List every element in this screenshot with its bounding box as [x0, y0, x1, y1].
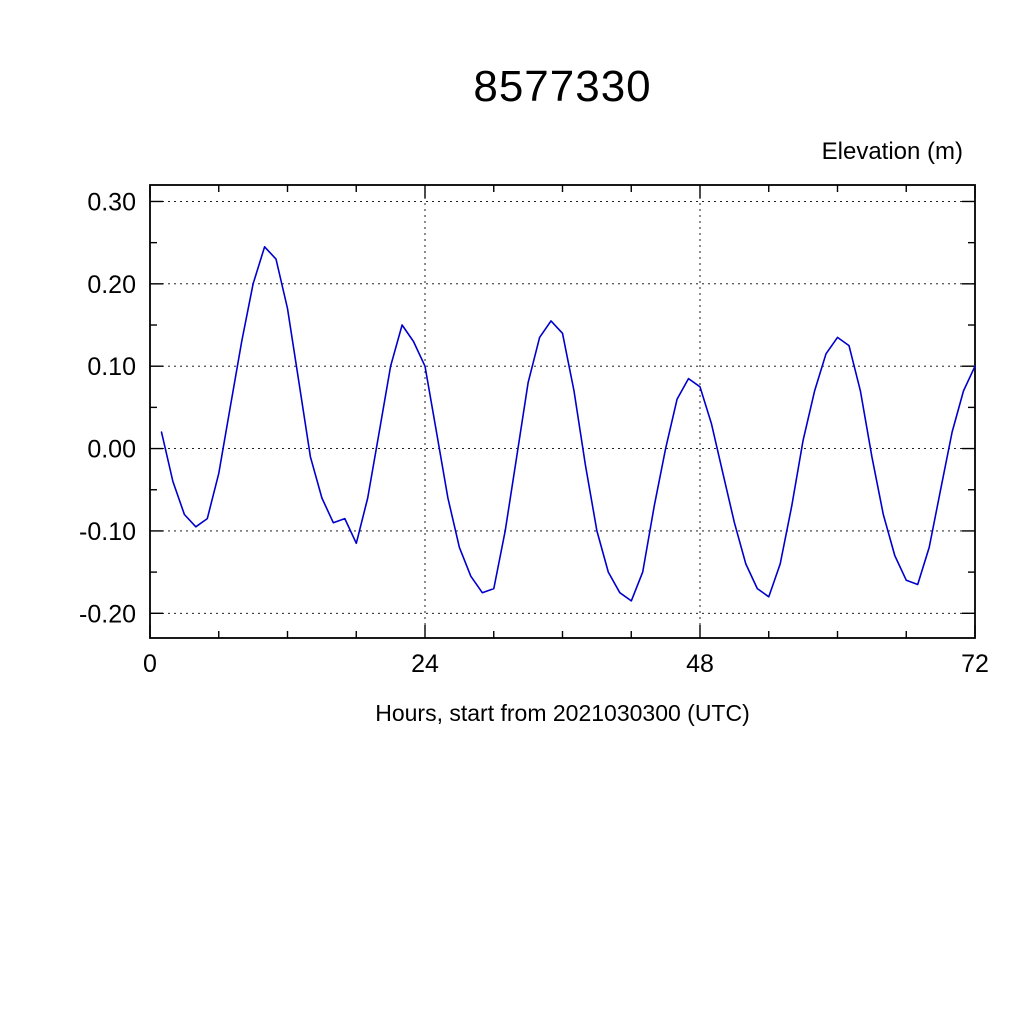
- y-tick-label: -0.10: [79, 518, 136, 546]
- y-tick-label: 0.00: [87, 436, 136, 464]
- plot-frame: [149, 184, 976, 639]
- y-axis-unit-label: Elevation (m): [821, 138, 963, 165]
- y-tick-label: 0.20: [87, 271, 136, 299]
- x-tick-label: 0: [143, 650, 157, 678]
- y-tick-label: 0.10: [87, 353, 136, 381]
- x-tick-label: 48: [686, 650, 714, 678]
- elevation-series-line: [160, 246, 976, 602]
- x-axis-title: Hours, start from 2021030300 (UTC): [375, 700, 750, 726]
- chart-title: 8577330: [473, 62, 652, 111]
- y-tick-label: 0.30: [87, 188, 136, 216]
- y-tick-label: -0.20: [79, 600, 136, 628]
- x-tick-label: 24: [411, 650, 439, 678]
- x-tick-label: 72: [961, 650, 989, 678]
